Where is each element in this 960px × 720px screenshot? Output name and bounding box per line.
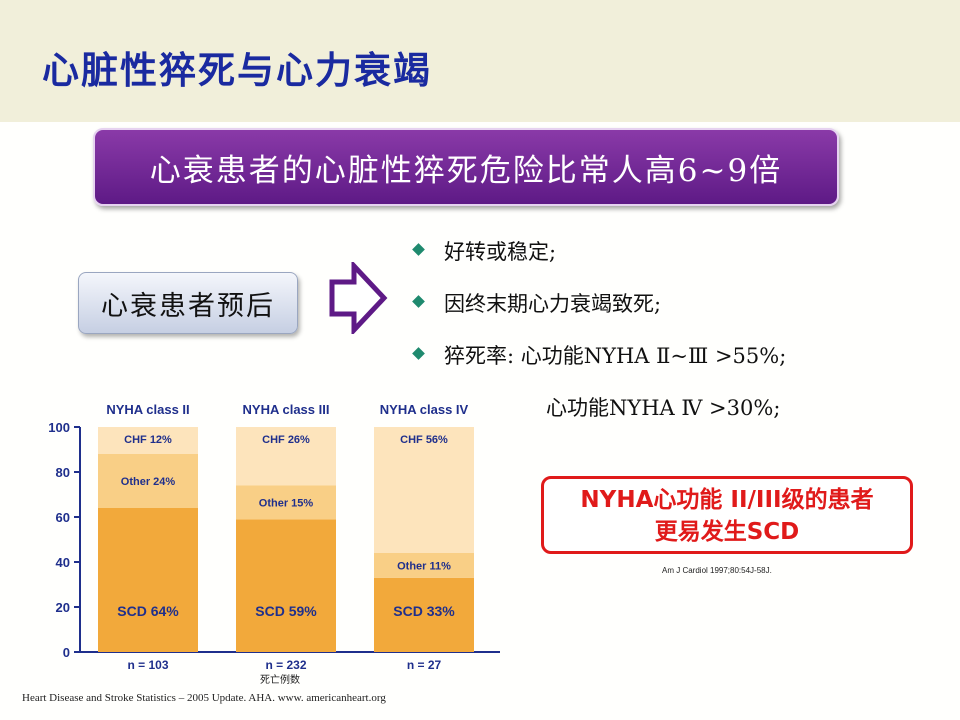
nyha-box-line2: 更易发生SCD xyxy=(654,519,800,545)
category-label: NYHA class III xyxy=(243,402,330,417)
bullet-continuation: 心功能NYHA Ⅳ >30%; xyxy=(546,396,781,420)
segment-label: SCD 33% xyxy=(393,603,455,619)
category-label: NYHA class IV xyxy=(380,402,469,417)
segment-label: CHF 56% xyxy=(400,434,448,446)
bar-segment-chf xyxy=(98,427,198,454)
y-tick-label: 100 xyxy=(48,420,70,435)
source-note: Heart Disease and Stroke Statistics – 20… xyxy=(22,692,386,704)
bar-segment-other xyxy=(236,485,336,520)
y-tick-label: 40 xyxy=(56,555,70,570)
y-tick-label: 0 xyxy=(63,645,70,660)
diamond-bullet-icon xyxy=(412,295,425,308)
bar-segment-other xyxy=(374,553,474,578)
segment-label: Other 15% xyxy=(259,497,314,509)
segment-label: Other 11% xyxy=(397,560,451,572)
segment-label: SCD 59% xyxy=(255,603,317,619)
citation: Am J Cardiol 1997;80:54J-58J. xyxy=(662,566,772,575)
title-band xyxy=(0,0,960,122)
diamond-bullet-icon xyxy=(412,243,425,256)
bar-segment-other xyxy=(98,454,198,508)
segment-label: CHF 12% xyxy=(124,434,172,446)
nyha-box-line1: NYHA心功能 II/III级的患者 xyxy=(580,487,874,513)
y-tick-label: 80 xyxy=(56,465,70,480)
segment-label: CHF 26% xyxy=(262,434,310,446)
bar-segment-scd xyxy=(374,577,474,652)
segment-label: SCD 64% xyxy=(117,603,179,619)
x-axis-caption: 死亡例数 xyxy=(260,673,300,686)
n-label: n = 232 xyxy=(265,658,306,672)
n-label: n = 27 xyxy=(407,658,442,672)
slide-title: 心脏性猝死与心力衰竭 xyxy=(42,49,432,92)
bar-segment-scd xyxy=(236,519,336,652)
bullet-text: 猝死率: 心功能NYHA Ⅱ~Ⅲ >55%; xyxy=(444,344,787,368)
prognosis-label: 心衰患者预后 xyxy=(78,272,298,334)
segment-label: Other 24% xyxy=(121,476,176,488)
y-tick-label: 20 xyxy=(56,600,70,615)
bullet-text: 因终末期心力衰竭致死; xyxy=(444,292,662,316)
banner: 心衰患者的心脏性猝死危险比常人高6~9倍 xyxy=(93,128,839,206)
right-arrow-icon xyxy=(329,262,388,334)
stacked-bar-chart: 0 20 40 60 80 100 SCD 64% Other 24% CHF 12% NYHA … xyxy=(48,402,500,686)
y-tick-label: 60 xyxy=(56,510,70,525)
category-label: NYHA class II xyxy=(106,402,189,417)
bar-segment-chf xyxy=(374,427,474,553)
bullet-text: 好转或稳定; xyxy=(444,240,557,264)
nyha-highlight-box: NYHA心功能 II/III级的患者 更易发生SCD xyxy=(541,476,913,554)
bar-segment-chf xyxy=(236,427,336,486)
n-label: n = 103 xyxy=(127,658,168,672)
diamond-bullet-icon xyxy=(412,347,425,360)
bar-segment-scd xyxy=(98,508,198,652)
